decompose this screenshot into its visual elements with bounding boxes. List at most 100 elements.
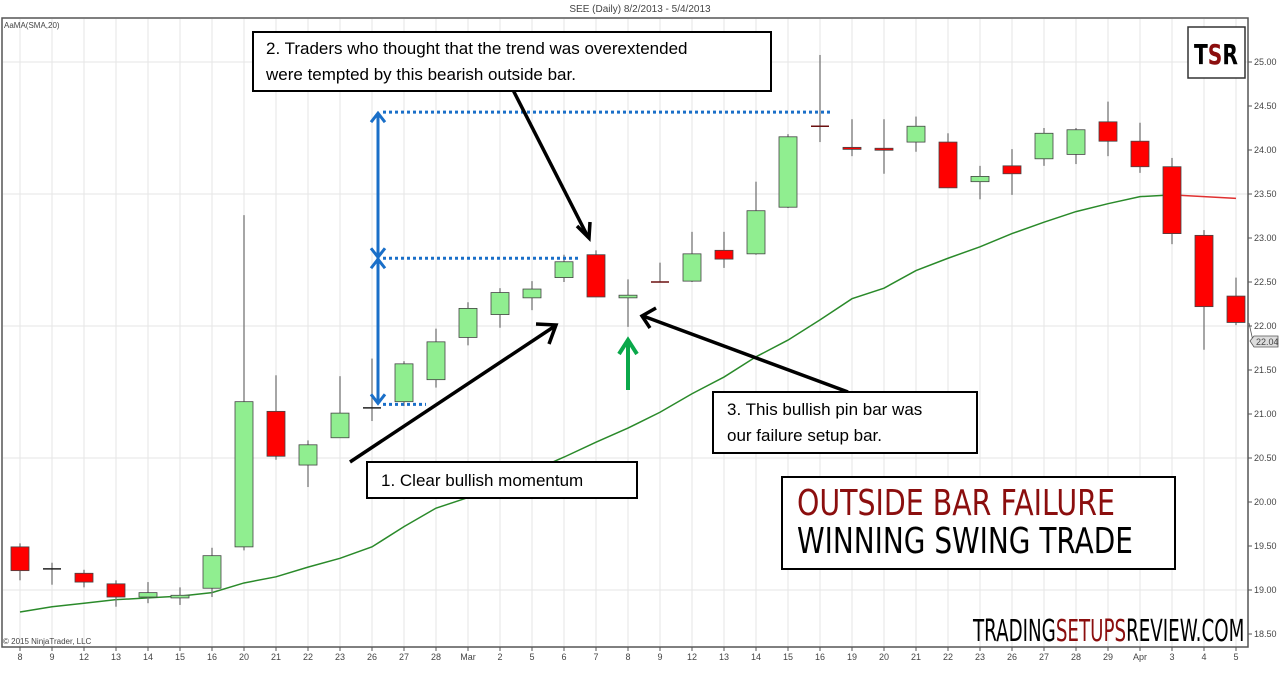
copyright: © 2015 NinjaTrader, LLC xyxy=(3,637,92,646)
x-tick-label: 16 xyxy=(815,652,825,662)
headline-line1: OUTSIDE BAR FAILURE xyxy=(797,482,1115,524)
x-tick-label: 9 xyxy=(657,652,662,662)
y-tick-label: 21.50 xyxy=(1254,365,1277,375)
x-tick-label: 7 xyxy=(593,652,598,662)
x-tick-label: 13 xyxy=(719,652,729,662)
candle-bearish xyxy=(1002,165,1022,175)
candle-bearish xyxy=(10,546,30,572)
note-3-line2: our failure setup bar. xyxy=(727,426,882,445)
y-tick-label: 23.00 xyxy=(1254,233,1277,243)
note-3-box: 3. This bullish pin bar was our failure … xyxy=(712,391,978,454)
candle-bearish xyxy=(1130,140,1150,168)
x-tick-label: 8 xyxy=(17,652,22,662)
note-2-box: 2. Traders who thought that the trend wa… xyxy=(252,31,772,92)
x-tick-label: 27 xyxy=(1039,652,1049,662)
candle-bullish xyxy=(522,288,542,299)
candle-bullish xyxy=(234,401,254,548)
candle-bullish xyxy=(138,592,158,598)
y-tick-label: 22.50 xyxy=(1254,277,1277,287)
note-3-line1: 3. This bullish pin bar was xyxy=(727,400,922,419)
candle-bearish xyxy=(714,249,734,260)
candle-bullish xyxy=(394,363,414,403)
arrow-3-head xyxy=(639,306,657,329)
x-axis: 8 9 12 13 14 15 16 20 21 22 23 26 27 28 Mar 2 5 6 7 8 9 12 13 1… xyxy=(17,647,1239,662)
candle-bearish xyxy=(106,583,126,598)
candle-bullish xyxy=(1034,132,1054,160)
chart-title: SEE (Daily) 8/2/2013 - 5/4/2013 xyxy=(569,4,711,15)
arrow-2-head xyxy=(575,221,592,242)
note-2-line2: were tempted by this bearish outside bar… xyxy=(265,65,576,84)
x-tick-label: 21 xyxy=(271,652,281,662)
candle-bearish xyxy=(1162,166,1182,234)
sma-falling-segment xyxy=(1171,194,1237,200)
candle-bullish xyxy=(906,125,926,143)
x-tick-label: 29 xyxy=(1103,652,1113,662)
y-tick-label: 20.00 xyxy=(1254,497,1277,507)
x-tick-label: 8 xyxy=(625,652,630,662)
green-up-arrow xyxy=(617,336,639,390)
last-price-marker: 22.04 xyxy=(1248,322,1279,348)
candle-bullish xyxy=(970,175,990,183)
arrow-3 xyxy=(642,314,849,394)
y-tick-label: 18.50 xyxy=(1254,629,1277,639)
candle-bullish xyxy=(778,136,798,208)
annotation-arrows xyxy=(349,87,849,464)
y-tick-label: 23.50 xyxy=(1254,189,1277,199)
tsr-logo: TSR xyxy=(1187,26,1246,79)
y-tick-label: 20.50 xyxy=(1254,453,1277,463)
candle-bullish xyxy=(1066,129,1086,155)
measure-arrowhead xyxy=(369,110,387,124)
x-tick-label: 16 xyxy=(207,652,217,662)
x-tick-label: 19 xyxy=(847,652,857,662)
note-2-line1: 2. Traders who thought that the trend wa… xyxy=(266,39,688,58)
candle-bearish xyxy=(74,572,94,583)
tsr-logo-text: TSR xyxy=(1194,38,1238,71)
measure-arrowhead xyxy=(369,393,387,406)
x-tick-label: 28 xyxy=(1071,652,1081,662)
x-tick-label: 22 xyxy=(303,652,313,662)
candle-bullish xyxy=(170,594,190,599)
x-tick-label: 15 xyxy=(175,652,185,662)
candle-bullish xyxy=(202,555,222,589)
x-tick-label: 20 xyxy=(879,652,889,662)
candle-bullish xyxy=(426,341,446,381)
x-tick-label: 12 xyxy=(79,652,89,662)
candle-bullish xyxy=(458,307,478,338)
y-tick-label: 21.00 xyxy=(1254,409,1277,419)
x-tick-label: 15 xyxy=(783,652,793,662)
x-tick-label: 6 xyxy=(561,652,566,662)
x-tick-label: 26 xyxy=(367,652,377,662)
candle-bearish xyxy=(1194,234,1214,308)
x-tick-label: 13 xyxy=(111,652,121,662)
candle-bullish xyxy=(682,253,702,282)
candles xyxy=(10,54,1246,607)
candle-bullish xyxy=(554,261,574,279)
x-tick-label: 14 xyxy=(143,652,153,662)
arrow-1-head xyxy=(535,322,559,345)
y-tick-label: 19.00 xyxy=(1254,585,1277,595)
x-tick-label: 21 xyxy=(911,652,921,662)
note-1-box: 1. Clear bullish momentum xyxy=(366,461,638,499)
x-tick-label: Apr xyxy=(1133,652,1147,662)
x-tick-label: 23 xyxy=(335,652,345,662)
website-watermark: TRADINGSETUPSREVIEW.COM xyxy=(972,613,1244,648)
grid xyxy=(3,19,1247,646)
x-tick-label: 3 xyxy=(1169,652,1174,662)
measure-arrowhead xyxy=(369,256,387,270)
y-tick-label: 22.00 xyxy=(1254,321,1277,331)
x-tick-label: 27 xyxy=(399,652,409,662)
measure-annotations xyxy=(369,110,832,406)
x-tick-label: Mar xyxy=(460,652,476,662)
candle-bullish xyxy=(490,292,510,315)
x-tick-label: 26 xyxy=(1007,652,1017,662)
candle-bearish xyxy=(842,146,862,150)
x-tick-label: 28 xyxy=(431,652,441,662)
candle-bullish xyxy=(618,294,638,299)
candle-bearish xyxy=(874,147,894,151)
indicator-label: AaMA(SMA,20) xyxy=(4,21,60,30)
candle-bearish xyxy=(586,254,606,298)
y-tick-label: 24.50 xyxy=(1254,101,1277,111)
candle-bullish xyxy=(298,444,318,466)
x-tick-label: 5 xyxy=(529,652,534,662)
